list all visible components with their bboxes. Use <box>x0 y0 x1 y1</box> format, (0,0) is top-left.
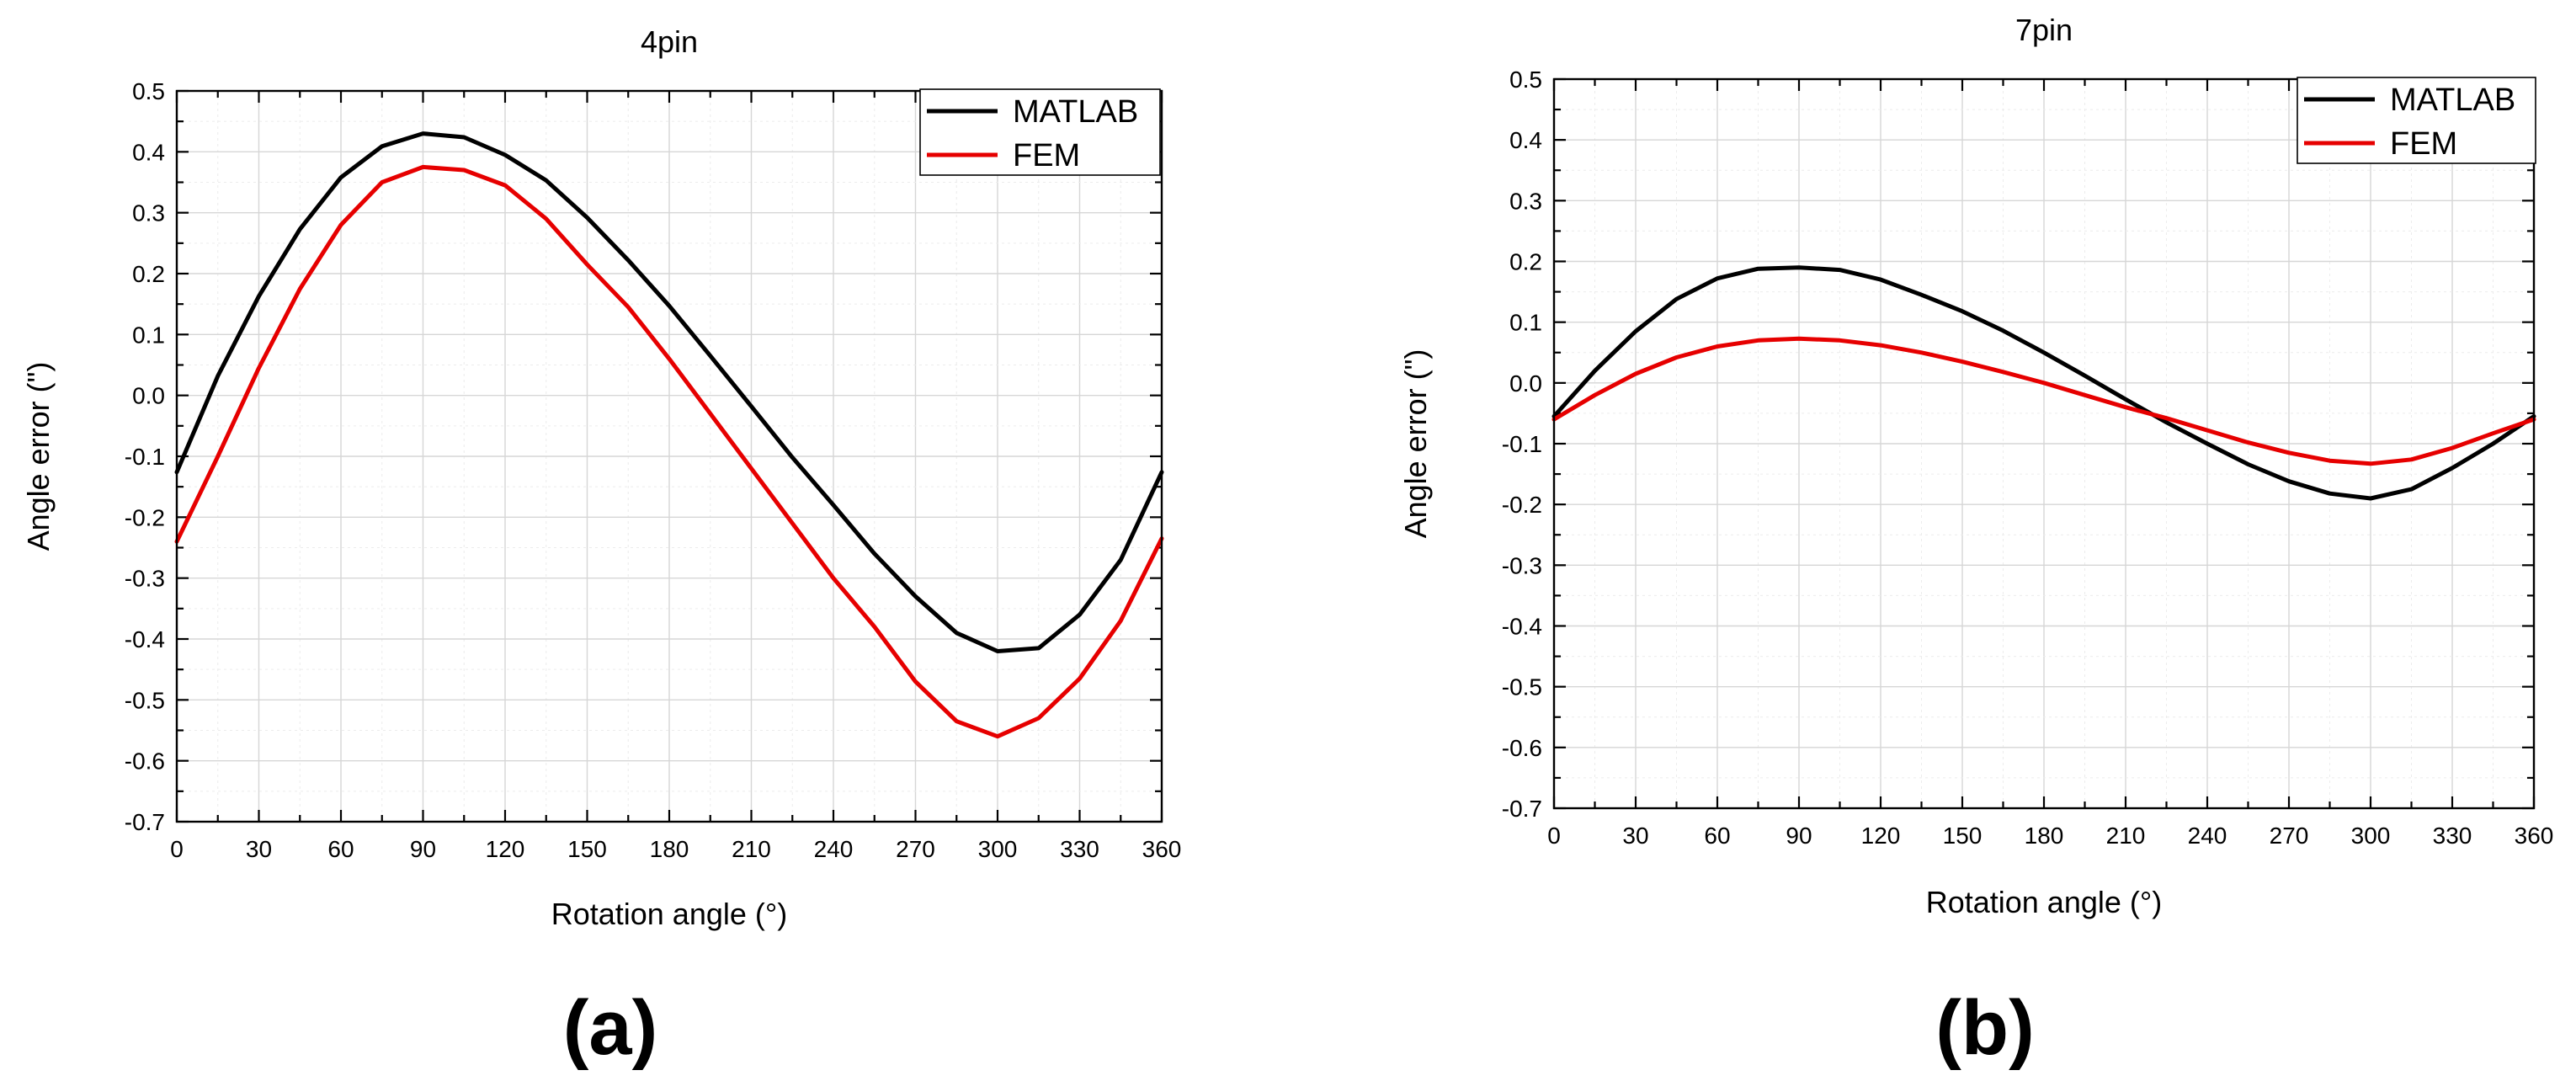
x-tick-label: 330 <box>1060 836 1099 862</box>
series-line-matlab <box>174 131 1164 653</box>
legend: MATLAB FEM <box>2297 77 2536 164</box>
legend-label-matlab: MATLAB <box>1013 94 1138 130</box>
y-tick-label: -0.3 <box>125 566 165 592</box>
y-tick-label: -0.6 <box>125 748 165 775</box>
x-tick-label: 150 <box>1943 823 1983 849</box>
x-tick-label: 210 <box>2106 823 2146 849</box>
x-tick-label: 270 <box>2270 823 2309 849</box>
y-tick-label: 0.3 <box>1509 188 1542 214</box>
y-tick-label: 0.2 <box>132 261 165 287</box>
series-group <box>1551 265 2536 501</box>
y-axis-title: Angle error (") <box>1398 349 1433 539</box>
y-tick-label: -0.2 <box>125 504 165 530</box>
y-tick-label: -0.7 <box>1502 796 1542 822</box>
x-tick-label: 60 <box>327 836 354 862</box>
chart-2: 0 30 60 90 120 150 180 210 240 270 300 330 360 -0.7 -0… <box>1398 13 2553 1071</box>
x-axis-title: Rotation angle (°) <box>551 897 788 931</box>
y-tick-label: 0.5 <box>1509 67 1542 93</box>
y-tick-label: -0.4 <box>1502 614 1542 640</box>
ticks: 0 30 60 90 120 150 180 210 240 270 300 330 360 -0.7 -0… <box>125 78 1182 862</box>
x-tick-label: 180 <box>650 836 689 862</box>
legend: MATLAB FEM <box>919 88 1161 176</box>
y-tick-label: 0.4 <box>132 139 165 165</box>
y-tick-label: 0.5 <box>132 78 165 104</box>
x-tick-label: 210 <box>732 836 771 862</box>
x-tick-label: 240 <box>2188 823 2227 849</box>
x-tick-label: 120 <box>1861 823 1901 849</box>
y-tick-label: -0.3 <box>1502 552 1542 578</box>
x-tick-label: 90 <box>410 836 436 862</box>
y-tick-label: -0.2 <box>1502 492 1542 518</box>
y-tick-label: 0.0 <box>1509 370 1542 397</box>
y-tick-label: 0.0 <box>132 383 165 409</box>
x-tick-label: 0 <box>170 836 184 862</box>
y-tick-label: -0.1 <box>125 444 165 470</box>
legend-box <box>2297 77 2536 164</box>
y-tick-label: 0.1 <box>132 322 165 348</box>
ticks: 0 30 60 90 120 150 180 210 240 270 300 330 360 -0.7 -0… <box>1502 67 2554 849</box>
y-tick-label: -0.7 <box>125 809 165 835</box>
grid <box>1553 78 2535 809</box>
panel-label: (b) <box>1935 985 2034 1071</box>
chart-1: 0 30 60 90 120 150 180 210 240 270 300 330 360 -0.7 -0… <box>21 24 1181 1071</box>
chart-title: 7pin <box>2015 13 2073 47</box>
x-tick-label: 0 <box>1547 823 1561 849</box>
plot-frame <box>1552 77 2536 810</box>
chart-title: 4pin <box>641 24 698 59</box>
series-group <box>174 131 1164 739</box>
series-line-fem <box>1551 336 2536 466</box>
legend-label-fem: FEM <box>1013 138 1080 173</box>
x-tick-label: 60 <box>1704 823 1730 849</box>
y-tick-label: 0.4 <box>1509 127 1542 153</box>
y-tick-label: -0.5 <box>125 687 165 713</box>
legend-label-matlab: MATLAB <box>2390 83 2515 118</box>
y-tick-label: 0.3 <box>132 200 165 226</box>
x-tick-label: 360 <box>1142 836 1182 862</box>
x-tick-label: 360 <box>2515 823 2554 849</box>
x-axis-title: Rotation angle (°) <box>1926 885 2163 919</box>
series-line-matlab <box>1551 265 2536 501</box>
y-axis-title: Angle error (") <box>21 362 56 551</box>
x-tick-label: 30 <box>1622 823 1648 849</box>
x-tick-label: 30 <box>246 836 272 862</box>
legend-box <box>919 88 1161 176</box>
x-tick-label: 330 <box>2433 823 2472 849</box>
y-tick-label: 0.2 <box>1509 249 1542 275</box>
x-tick-label: 120 <box>486 836 525 862</box>
y-tick-label: -0.1 <box>1502 431 1542 457</box>
x-tick-label: 240 <box>814 836 854 862</box>
x-tick-label: 150 <box>567 836 607 862</box>
y-tick-label: 0.1 <box>1509 310 1542 336</box>
panel-label: (a) <box>563 985 657 1071</box>
x-tick-label: 300 <box>978 836 1018 862</box>
x-tick-label: 180 <box>2025 823 2064 849</box>
y-tick-label: -0.4 <box>125 626 165 652</box>
x-tick-label: 90 <box>1786 823 1812 849</box>
legend-label-fem: FEM <box>2390 126 2457 162</box>
series-line-fem <box>174 164 1164 739</box>
y-tick-label: -0.6 <box>1502 735 1542 761</box>
y-tick-label: -0.5 <box>1502 674 1542 700</box>
plot-frame <box>175 89 1163 823</box>
x-tick-label: 300 <box>2351 823 2391 849</box>
x-tick-label: 270 <box>896 836 935 862</box>
